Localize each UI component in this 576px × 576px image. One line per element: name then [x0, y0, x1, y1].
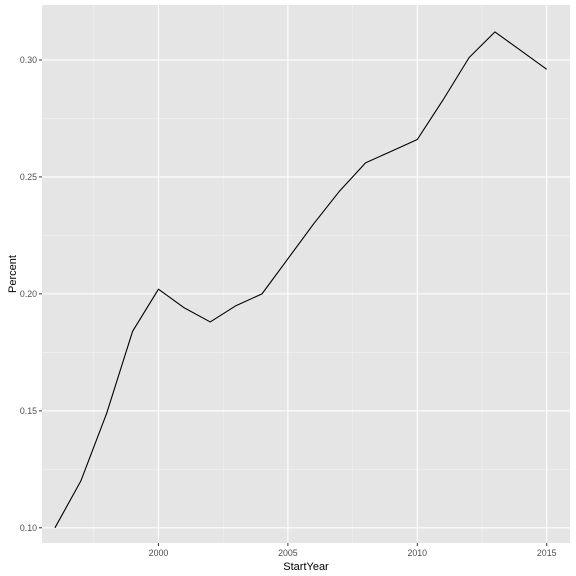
y-tick-label: 0.10: [20, 523, 37, 533]
y-tick-label: 0.25: [20, 172, 37, 182]
x-tick-label: 2010: [408, 548, 428, 558]
x-tick-label: 2015: [537, 548, 557, 558]
series-layer: [54, 31, 548, 529]
x-tick-label: 2005: [278, 548, 298, 558]
y-tick-label: 0.30: [20, 55, 37, 65]
plot-panel: [42, 5, 570, 543]
y-axis-title: Percent: [7, 255, 19, 293]
minor-gridlines: [42, 5, 570, 543]
x-tick-label: 2000: [149, 548, 169, 558]
y-tick-label: 0.15: [20, 406, 37, 416]
series-line: [54, 31, 548, 529]
major-gridlines: [42, 5, 570, 543]
y-axis: 0.10 0.15 0.20 0.25 0.30: [20, 55, 42, 533]
x-axis: 2000 2005 2010 2015: [149, 543, 557, 558]
x-axis-title: StartYear: [283, 561, 329, 573]
y-tick-label: 0.20: [20, 289, 37, 299]
